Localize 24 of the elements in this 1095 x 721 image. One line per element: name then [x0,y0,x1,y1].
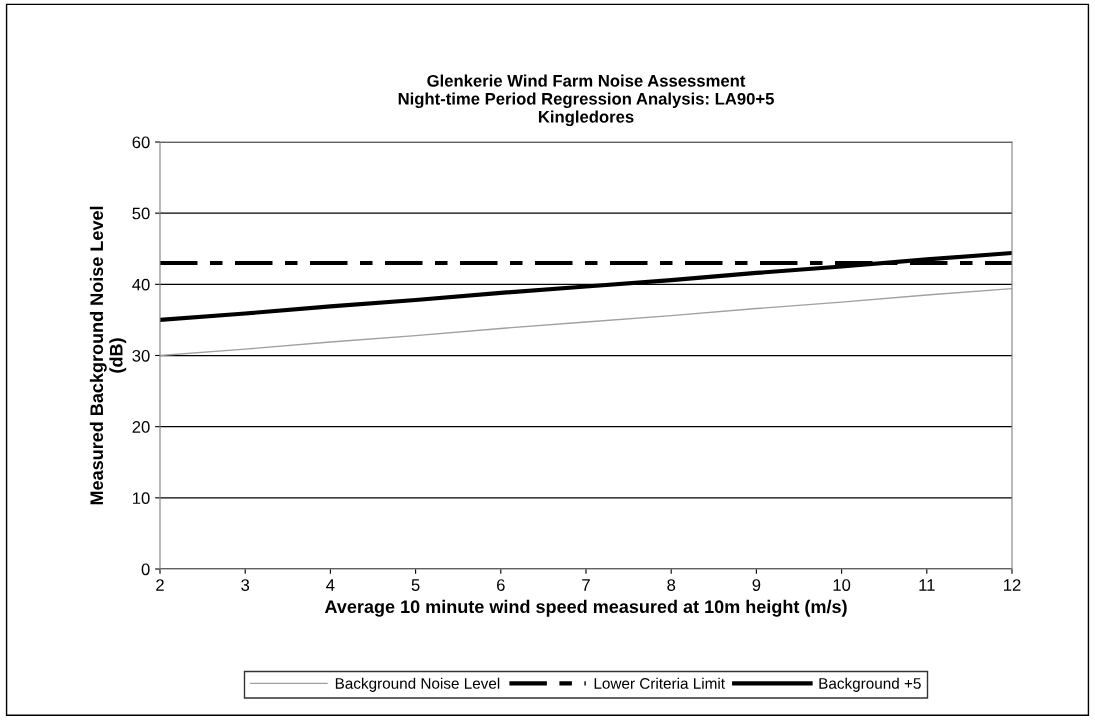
y-tick-label: 60 [132,136,150,149]
x-tick-label: 4 [326,579,335,591]
x-tick-label: 9 [752,579,761,591]
x-tick-label: 12 [1004,579,1021,591]
y-tick-label: 20 [132,421,150,433]
y-tick-label: 0 [141,563,150,576]
y-tick-label: 10 [133,492,150,505]
legend-label: Background Noise Level [335,677,500,692]
y-axis-title: Measured Background Noise Level (dB) [89,206,127,505]
x-tick-label: 11 [919,579,935,591]
x-tick-label: 5 [411,579,420,591]
legend-label: Background +5 [819,677,921,692]
x-tick-label: 10 [833,579,851,591]
x-tick-label: 7 [582,579,590,591]
x-tick-label: 3 [241,579,250,591]
chart-title: Glenkerie Wind Farm Noise Assessment Night-time Period Regression Analysis: LA90+5 Kingledores [398,74,774,127]
x-tick-label: 6 [497,579,505,591]
x-axis-title: Average 10 minute wind speed measured at 10m height (m/s) [324,599,847,617]
x-tick-label: 2 [156,579,164,591]
x-tick-label: 8 [667,579,676,591]
y-tick-label: 30 [132,349,150,362]
legend-label: Lower Criteria Limit [594,677,725,689]
y-tick-label: 40 [132,278,150,291]
y-tick-label: 50 [132,207,150,220]
